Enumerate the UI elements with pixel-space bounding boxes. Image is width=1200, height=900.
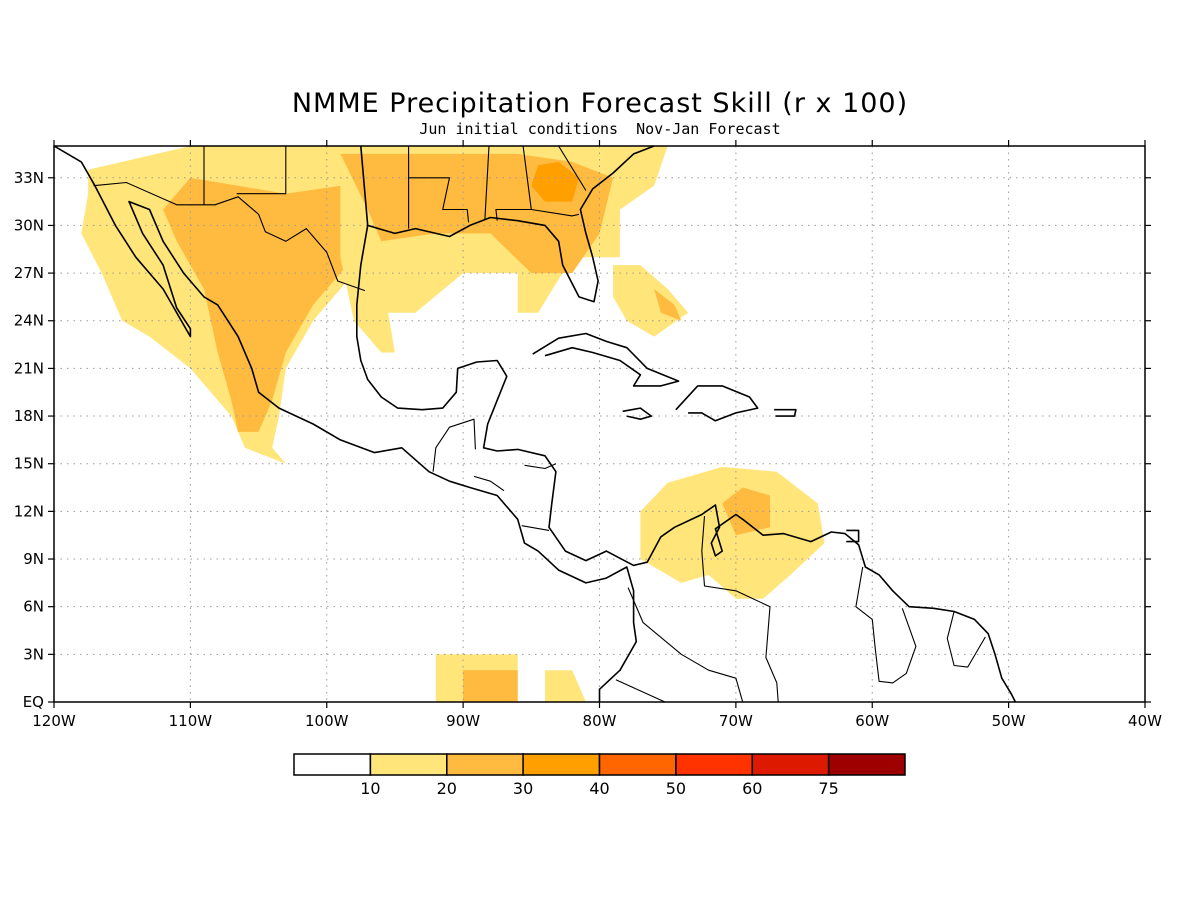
border-suriname-border [946,611,986,668]
coastline-cuba [532,332,680,387]
lon-tick-label: 50W [992,712,1026,730]
lat-tick-label: 33N [14,169,44,187]
lon-tick-label: 90W [446,712,480,730]
coastline-puerto-rico [774,408,797,417]
lon-tick-label: 60W [855,712,889,730]
lat-tick-label: 24N [14,312,44,330]
skill-region-ecuador-coast [545,670,586,702]
lon-tick-label: 120W [32,712,76,730]
map-axes: 120W 110W 100W 90W 80W 70W 60W 50W 40W EQ 3N 6N 9N 12… [14,140,1162,730]
border-central-america-borders-2 [473,475,505,492]
border-us-state-lines-5 [484,146,490,220]
border-central-america-borders [432,418,476,472]
skill-region-georgia-core [531,161,579,202]
lat-tick-label: 3N [23,645,44,663]
map-subtitle: Jun initial conditions Nov-Jan Forecast [419,120,780,138]
colorbar-label: 30 [513,779,533,798]
skill-region-caribbean-venezuela [640,466,825,599]
map-panel [54,146,1145,702]
lon-tick-label: 80W [583,712,617,730]
coastlines-layer [54,146,1017,702]
colorbar-swatch [751,753,830,776]
border-us-state-lines-8 [558,146,587,191]
lon-tick-label: 100W [305,712,349,730]
lat-tick-label: 21N [14,359,44,377]
lat-tick-label: 30N [14,216,44,234]
coastline-pacific-coast-north-america [54,146,638,702]
border-central-america-borders-3 [524,463,557,470]
colorbar-swatch [598,753,677,776]
colorbar-label: 10 [360,779,380,798]
colorbar-swatch [675,753,754,776]
colorbar-swatch [369,753,448,776]
lon-tick-label: 70W [719,712,753,730]
border-colombia-venezuela [701,516,779,702]
lon-tick-label: 40W [1128,712,1162,730]
border-us-state-lines-2 [236,146,287,195]
lat-tick-label: 15N [14,455,44,473]
border-ecuador-colombia [615,679,666,702]
skill-colorbar: 10 20 30 40 50 60 75 [293,753,906,798]
coastline-hispaniola [675,385,759,422]
skill-shading-layer [81,146,825,702]
lat-tick-label: EQ [23,693,44,711]
coastline-trinidad [846,529,860,543]
lat-tick-label: 12N [14,502,44,520]
border-us-state-lines-7 [531,208,580,217]
colorbar-label: 75 [818,779,838,798]
map-title: NMME Precipitation Forecast Skill (r x 1… [292,88,908,119]
colorbar-swatch [293,753,372,776]
skill-region-venezuela-core [722,487,770,536]
skill-region-bahamas-inner [654,289,682,321]
lat-tick-label: 18N [14,407,44,425]
colorbar-label: 50 [666,779,686,798]
lon-tick-label: 110W [169,712,213,730]
colorbar-swatch [522,753,601,776]
coastline-mexico-gulf-coast [355,225,1017,702]
lat-tick-label: 27N [14,264,44,282]
skill-region-galapagos-inner [463,670,518,702]
coastline-jamaica [622,407,653,421]
colorbar-swatch [446,753,524,776]
border-south-america-inland [627,587,744,702]
colorbar-label: 20 [437,779,457,798]
coastline-gulf-coast [360,146,655,303]
colorbar-label: 40 [589,779,609,798]
lat-tick-label: 9N [23,550,44,568]
lat-tick-label: 6N [23,598,44,616]
colorbar-label: 60 [742,779,762,798]
border-us-mexico-border [93,181,366,292]
skill-region-bahamas [613,265,689,337]
colorbar-swatch [827,753,906,776]
border-us-state-lines-4 [408,177,470,223]
border-central-america-borders-4 [521,525,550,531]
border-guyana-borders [855,566,917,684]
border-us-state-lines-6 [495,146,532,221]
